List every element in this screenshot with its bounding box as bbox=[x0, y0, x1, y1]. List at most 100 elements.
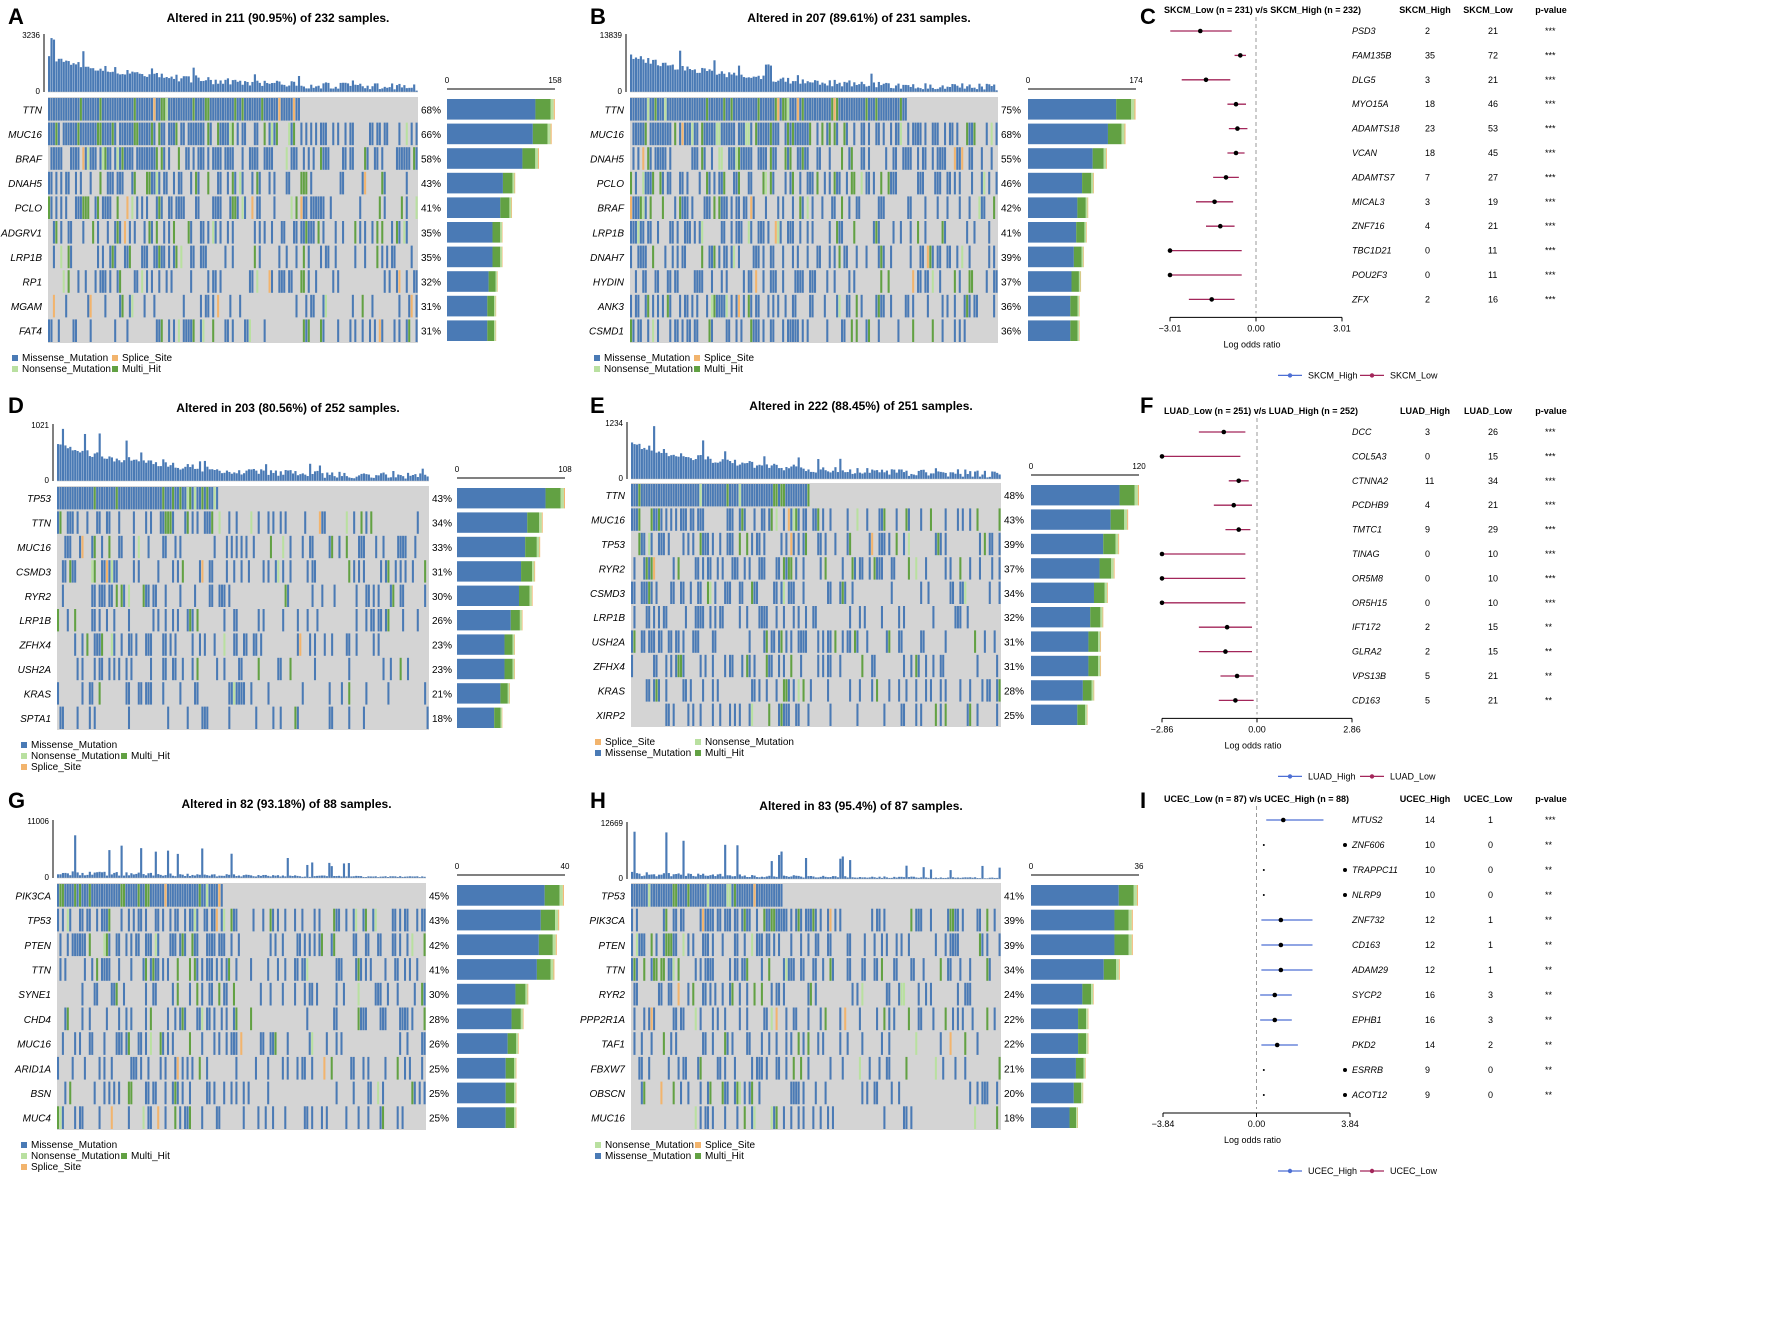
gene-bar-segment bbox=[492, 222, 501, 243]
mutation-cell bbox=[123, 122, 127, 146]
tmb-bar bbox=[311, 473, 314, 481]
gene-bar-segment bbox=[1031, 582, 1094, 603]
gene-percent: 45% bbox=[429, 891, 449, 902]
mutation-cell bbox=[968, 245, 971, 269]
tmb-bar bbox=[255, 470, 258, 481]
mutation-cell bbox=[120, 487, 123, 510]
mutation-cell bbox=[767, 98, 770, 121]
tmb-bar bbox=[169, 465, 172, 481]
mutation-cell bbox=[845, 294, 848, 318]
tmb-bar bbox=[164, 462, 167, 481]
mutation-cell bbox=[246, 98, 249, 121]
tmb-bar bbox=[804, 471, 808, 479]
mutation-cell bbox=[946, 294, 949, 318]
gene-label: PTEN bbox=[598, 941, 625, 952]
odds-ratio-point bbox=[1167, 272, 1173, 278]
mutation-cell bbox=[64, 958, 67, 981]
tmb-bar bbox=[949, 472, 952, 479]
mutation-cell bbox=[893, 958, 896, 981]
mutation-cell bbox=[74, 1106, 77, 1129]
mutation-cell bbox=[983, 196, 986, 219]
mutation-cell bbox=[91, 958, 94, 981]
mutation-cell bbox=[665, 703, 668, 726]
tmb-bar bbox=[797, 875, 800, 879]
legend-swatch-nonsense bbox=[21, 1153, 27, 1159]
tmb-bar bbox=[254, 876, 258, 878]
mutation-cell bbox=[318, 933, 321, 957]
mutation-cell bbox=[704, 654, 707, 678]
mutation-cell bbox=[640, 630, 643, 653]
mutation-cell bbox=[910, 1106, 913, 1129]
tmb-bar bbox=[203, 874, 206, 878]
gene-percent: 26% bbox=[432, 616, 452, 627]
gene-bar-segment bbox=[1081, 1082, 1083, 1104]
mutation-cell bbox=[806, 245, 809, 269]
mutation-cell bbox=[120, 633, 123, 656]
tmb-bar bbox=[929, 84, 932, 92]
mutation-cell bbox=[253, 98, 256, 121]
tmb-bar bbox=[171, 875, 174, 878]
mutation-cell bbox=[653, 884, 656, 907]
mutation-cell bbox=[890, 98, 893, 121]
mutation-cell bbox=[295, 98, 298, 121]
mutation-cell bbox=[328, 535, 331, 559]
tmb-bar bbox=[670, 876, 673, 879]
mutation-cell bbox=[64, 487, 67, 510]
mutation-cell bbox=[709, 1081, 712, 1105]
mutation-cell bbox=[988, 532, 991, 556]
mutation-cell bbox=[778, 557, 781, 580]
tmb-bar bbox=[809, 471, 813, 479]
mutation-cell bbox=[936, 147, 939, 170]
tmb-bar bbox=[302, 86, 305, 92]
mutation-cell bbox=[998, 933, 1001, 957]
mutation-cell bbox=[243, 633, 246, 656]
gene-percent: 37% bbox=[1004, 564, 1024, 575]
mutation-cell bbox=[801, 319, 804, 342]
legend-label-missense: Missense_Mutation bbox=[22, 353, 108, 364]
gene-bar-segment bbox=[553, 959, 555, 980]
mutation-cell bbox=[632, 319, 635, 342]
mutation-cell bbox=[867, 171, 871, 195]
mutation-cell bbox=[307, 245, 310, 269]
legend-label-multi: Multi_Hit bbox=[704, 364, 743, 375]
mutation-cell bbox=[706, 908, 710, 932]
tmb-bar bbox=[988, 84, 991, 92]
tmb-bar bbox=[123, 74, 127, 92]
mutation-cell bbox=[755, 319, 758, 342]
tmb-bar bbox=[403, 85, 406, 92]
mutation-cell bbox=[681, 319, 684, 342]
mutation-cell bbox=[953, 319, 956, 342]
mutation-cell bbox=[79, 487, 82, 510]
tmb-bar bbox=[770, 465, 773, 479]
mutation-cell bbox=[397, 535, 400, 559]
mutation-cell bbox=[723, 221, 726, 244]
forest-count-low: 15 bbox=[1488, 451, 1498, 461]
mutation-cells bbox=[57, 1056, 424, 1080]
mutation-cell bbox=[74, 884, 77, 907]
gene-bar-segment bbox=[1086, 1008, 1088, 1030]
mutation-cell bbox=[751, 1081, 754, 1105]
mutation-cell bbox=[101, 657, 104, 681]
mutation-cell bbox=[643, 958, 646, 981]
mutation-cell bbox=[364, 908, 367, 932]
tmb-bar bbox=[197, 77, 200, 92]
mutation-cell bbox=[704, 933, 707, 957]
mutation-cell bbox=[65, 171, 68, 195]
mutation-cell bbox=[212, 221, 215, 244]
tmb-bar bbox=[188, 875, 192, 878]
tmb-axis-min: 0 bbox=[619, 474, 624, 483]
mutation-cell bbox=[174, 487, 177, 510]
mutation-cell bbox=[814, 606, 817, 629]
mutation-cell bbox=[184, 933, 187, 957]
gene-frequency-bar bbox=[1028, 172, 1094, 194]
oncoplot-row: DNAH5 43% bbox=[8, 171, 516, 195]
gene-bar-segment bbox=[1082, 172, 1092, 194]
mutation-cell bbox=[361, 319, 364, 342]
mutation-cell bbox=[885, 982, 888, 1006]
mutation-cell bbox=[777, 294, 780, 318]
mutation-cell bbox=[231, 122, 234, 146]
tmb-bar bbox=[915, 877, 918, 879]
mutation-cell bbox=[755, 532, 759, 556]
mutation-cell bbox=[662, 884, 665, 907]
mutation-cell bbox=[174, 908, 177, 932]
